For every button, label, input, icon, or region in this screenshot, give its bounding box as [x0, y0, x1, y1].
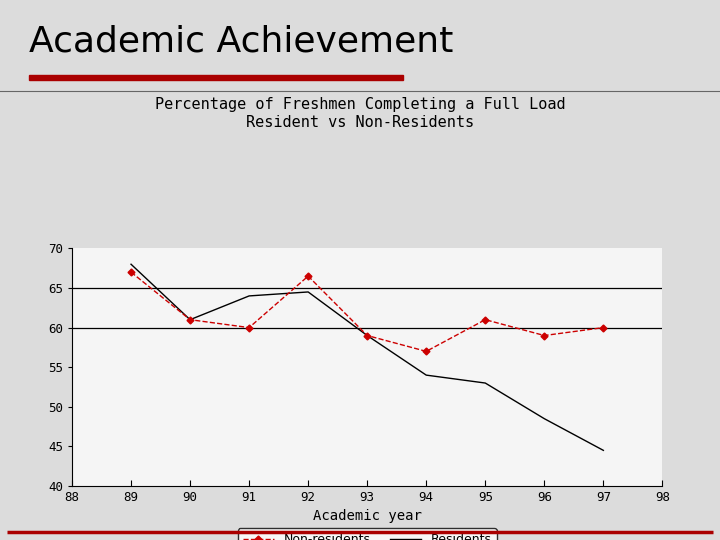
X-axis label: Academic year: Academic year: [312, 509, 422, 523]
FancyArrow shape: [29, 75, 403, 79]
Text: Percentage of Freshmen Completing a Full Load
Resident vs Non-Residents: Percentage of Freshmen Completing a Full…: [155, 97, 565, 130]
Text: Academic Achievement: Academic Achievement: [29, 24, 453, 58]
Legend: Non-residents, Residents: Non-residents, Residents: [238, 528, 497, 540]
